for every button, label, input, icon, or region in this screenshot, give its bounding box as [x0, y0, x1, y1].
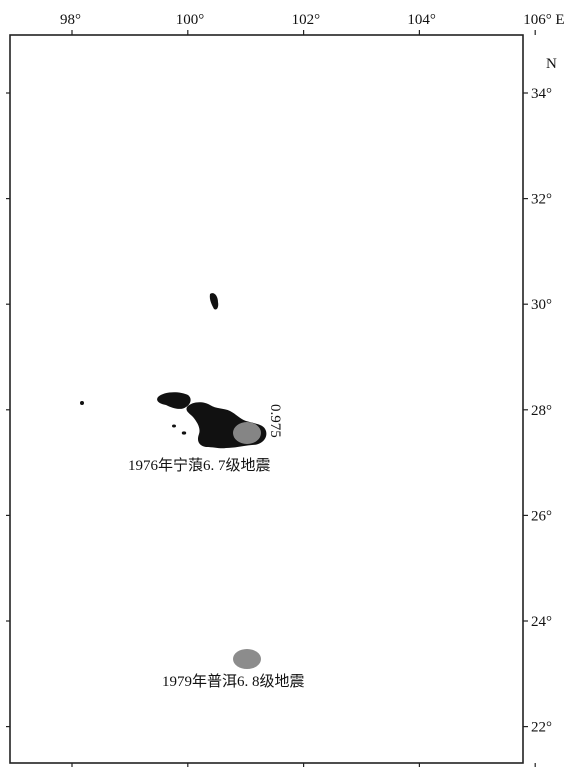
epicenter-ninglang: [233, 422, 261, 444]
anomaly-blob-north: [209, 293, 219, 310]
lat-tick-label: 28°: [531, 403, 552, 419]
lon-tick-label: 104°: [407, 12, 436, 28]
lat-tick-label: 22°: [531, 720, 552, 736]
map-frame: [9, 34, 524, 764]
contour-value-label: 0.975: [267, 404, 283, 438]
puer-earthquake-label: 1979年普洱6. 8级地震: [162, 673, 305, 690]
longitude-labels: 98° 100° 102° 104° 106° E: [60, 12, 565, 28]
lat-tick-label: 34°: [531, 86, 552, 102]
lat-tick-label: 26°: [531, 508, 552, 524]
lon-tick-label: 102°: [292, 12, 321, 28]
lon-tick-label: 106° E: [523, 12, 564, 28]
lon-tick-label: 98°: [60, 12, 81, 28]
graticule-ticks: [6, 30, 536, 767]
anomaly-blob-west: [157, 392, 191, 409]
epicenter-puer: [233, 649, 261, 669]
north-label: N: [546, 56, 557, 72]
anomaly-speck: [172, 424, 176, 428]
anomaly-speck: [181, 431, 187, 435]
latitude-labels: 34° 32° 30° 28° 26° 24° 22°: [531, 86, 552, 736]
lat-tick-label: 30°: [531, 297, 552, 313]
lat-tick-label: 32°: [531, 192, 552, 208]
lat-tick-label: 24°: [531, 614, 552, 630]
ninglang-earthquake-label: 1976年宁蒗6. 7级地震: [128, 457, 271, 474]
lon-tick-label: 100°: [176, 12, 205, 28]
anomaly-speck: [80, 401, 84, 405]
